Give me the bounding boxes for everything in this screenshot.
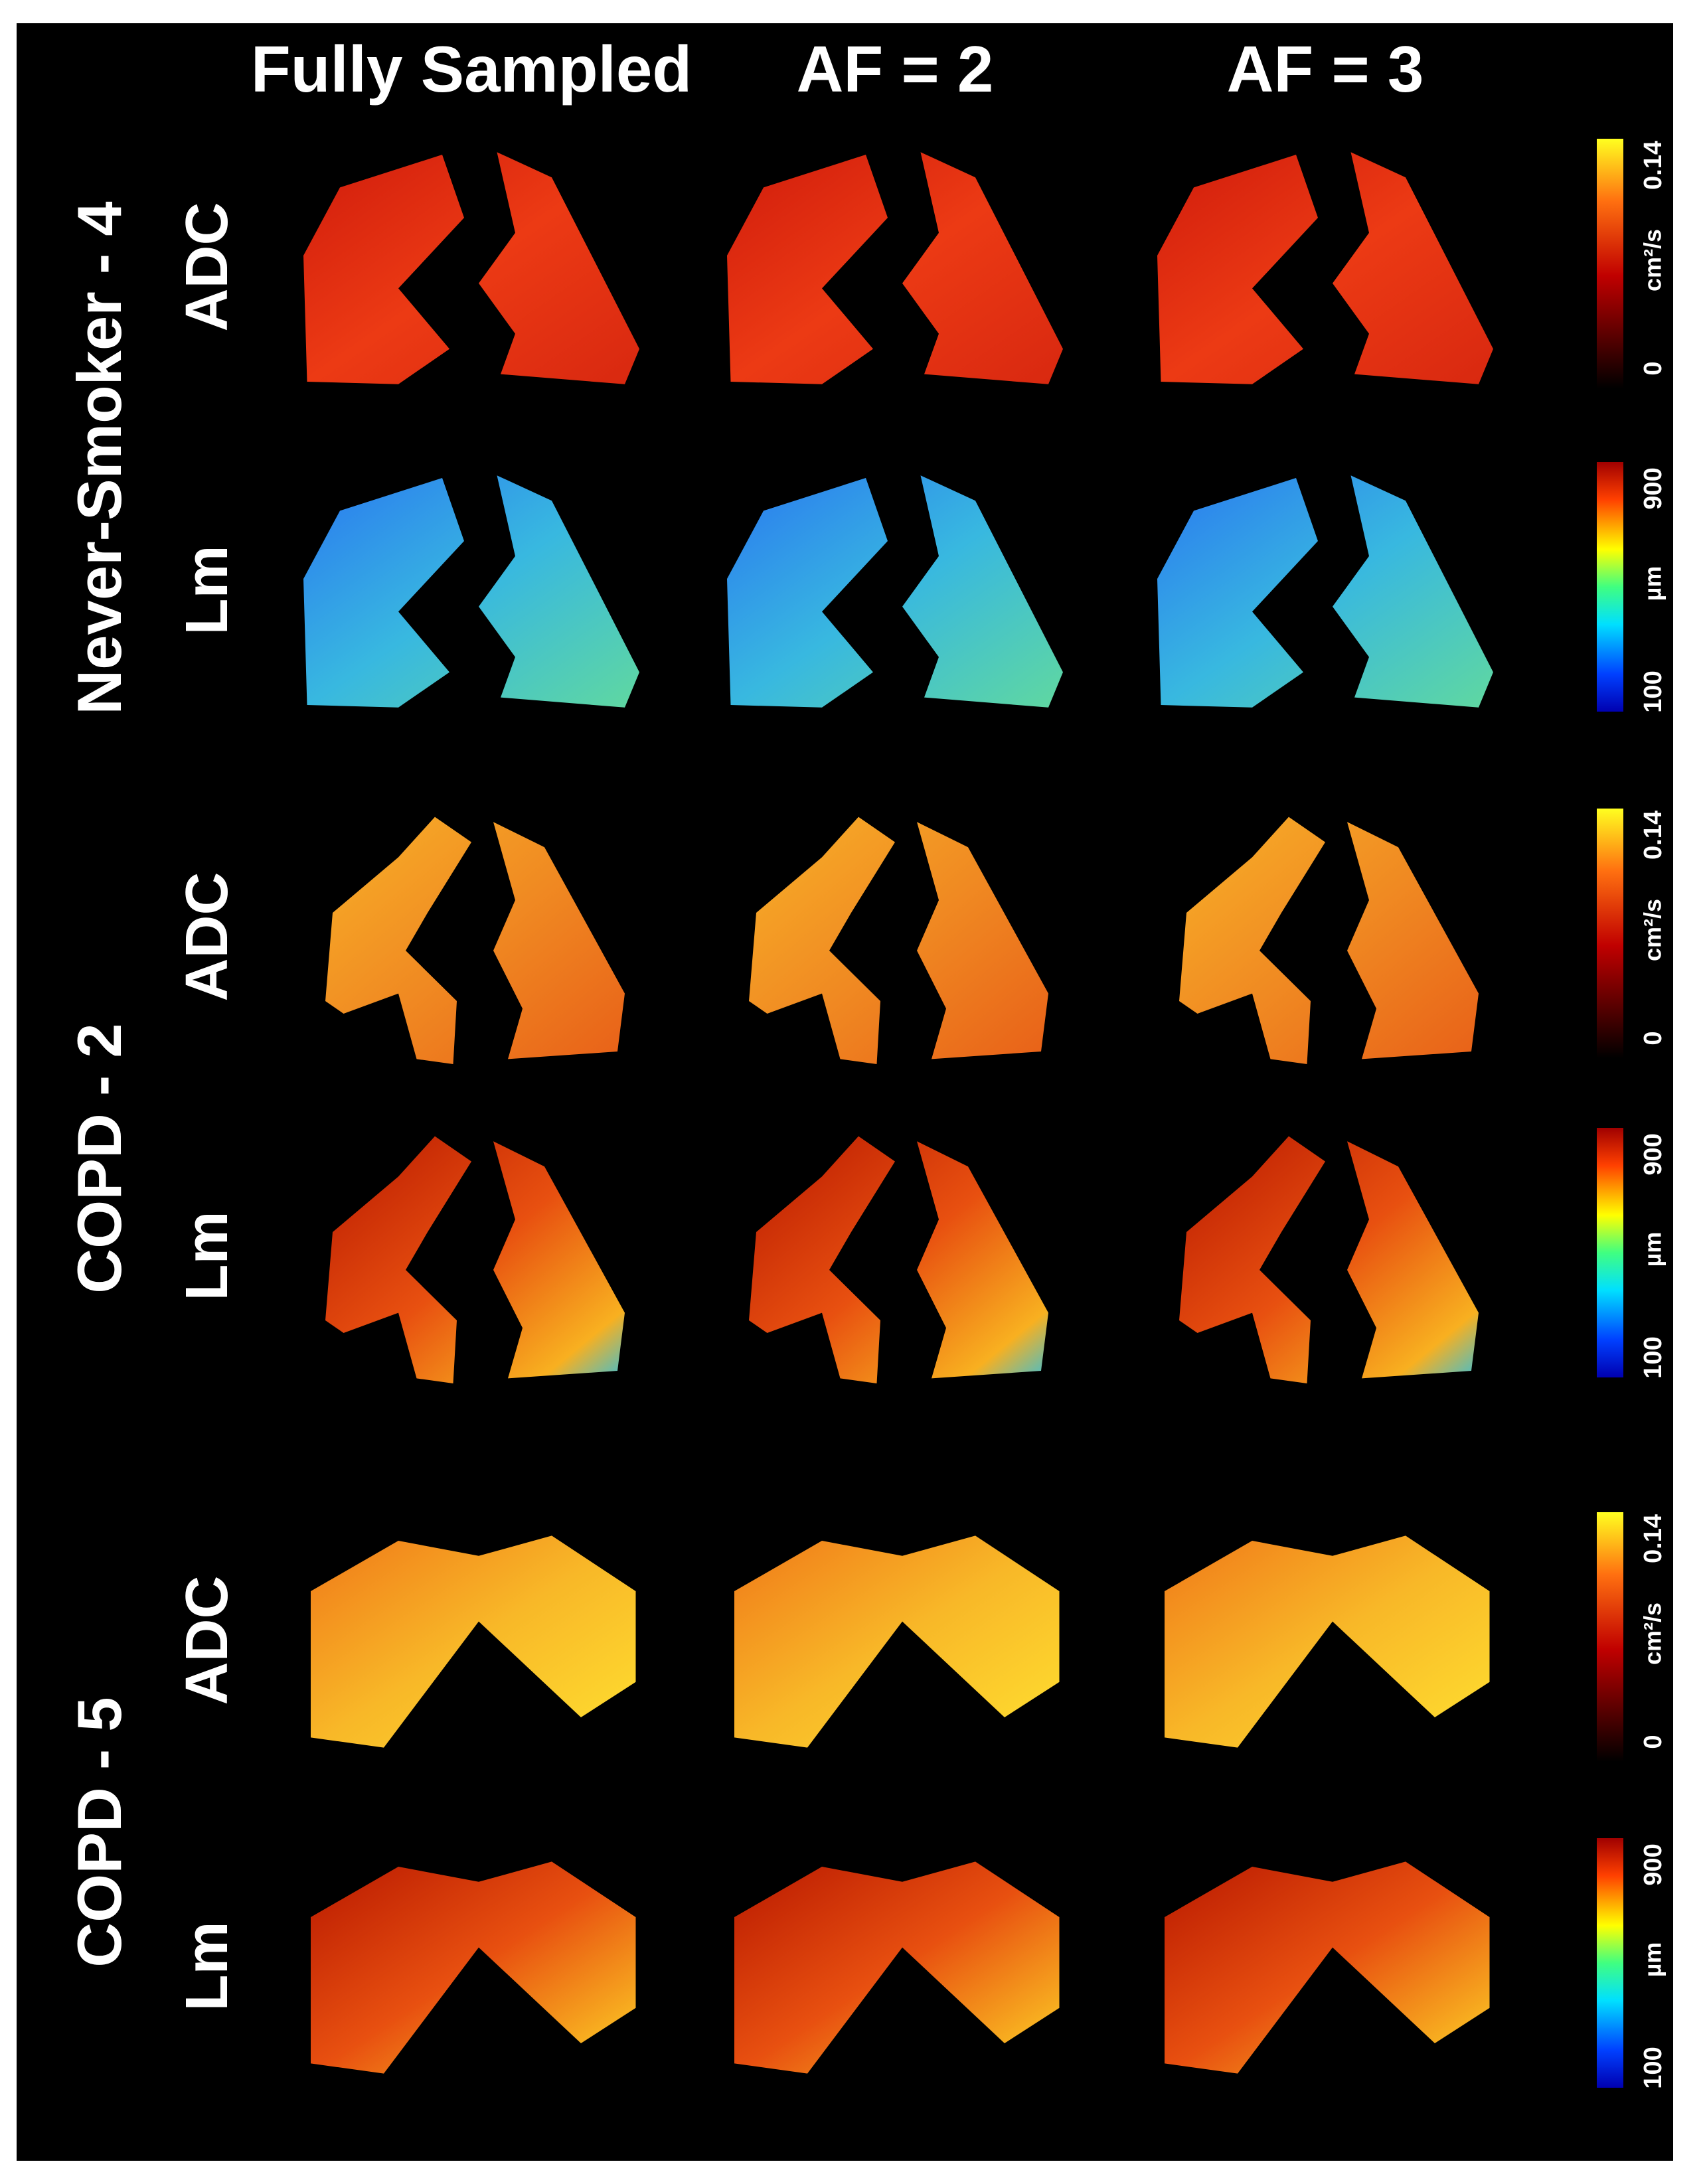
row-label: ADC [174,872,240,1002]
lung-region [1157,152,1493,384]
row-label: ADC [174,202,240,332]
lung-region [749,1136,1048,1383]
colorbar-max: 0.14 [1639,811,1667,860]
colorbar-min: 100 [1639,2047,1667,2088]
group-label: COPD - 5 [64,1697,134,1967]
lung-region [1157,475,1493,708]
group-label: COPD - 2 [64,1023,134,1293]
colorbar [1597,1838,1623,2088]
colorbar [1597,462,1623,712]
lung-region [727,152,1063,384]
lung-map [325,1136,625,1383]
lung-map [1179,817,1479,1064]
figure-background [17,23,1673,2161]
lung-region [1179,817,1479,1064]
colorbar-unit: µm [1639,1232,1666,1267]
lung-map [1165,1535,1490,1748]
lung-map [727,152,1063,384]
colorbar-unit: µm [1639,566,1666,601]
colorbar-unit: cm²/s [1639,1602,1666,1665]
column-header: Fully Sampled [251,33,692,106]
colorbar-max: 900 [1639,467,1667,509]
row-label: ADC [174,1576,240,1705]
lung-map [727,475,1063,708]
lung-map [303,475,639,708]
colorbar-max: 900 [1639,1843,1667,1885]
column-header: AF = 3 [1227,33,1424,106]
lung-map [749,817,1048,1064]
lung-map [311,1861,636,2074]
colorbar-max: 0.14 [1639,1514,1667,1563]
colorbar-unit: µm [1639,1942,1666,1978]
lung-map [325,817,625,1064]
lung-map [1157,152,1493,384]
lung-map [749,1136,1048,1383]
lung-map [303,152,639,384]
lung-region [734,1861,1060,2074]
lung-region [303,475,639,708]
colorbar [1597,1128,1623,1377]
row-label: Lm [174,546,240,635]
colorbar-min: 100 [1639,670,1667,712]
colorbar-max: 900 [1639,1133,1667,1175]
lung-map [311,1535,636,1748]
column-header: AF = 2 [797,33,994,106]
colorbar-min: 0 [1639,1031,1667,1045]
lung-region [1165,1861,1490,2074]
colorbar-unit: cm²/s [1639,899,1666,961]
row-label: Lm [174,1922,240,2011]
lung-region [1165,1535,1490,1748]
lung-region [311,1861,636,2074]
lung-map [1165,1861,1490,2074]
colorbar-min: 100 [1639,1336,1667,1378]
lung-map [1179,1136,1479,1383]
lung-region [311,1535,636,1748]
lung-region [325,1136,625,1383]
lung-region [325,817,625,1064]
colorbar [1597,809,1623,1058]
colorbar-min: 0 [1639,361,1667,375]
colorbar [1597,139,1623,388]
lung-region [734,1535,1060,1748]
lung-region [1179,1136,1479,1383]
row-label: Lm [174,1211,240,1301]
lung-map [734,1535,1060,1748]
colorbar-unit: cm²/s [1639,229,1666,291]
colorbar-min: 0 [1639,1735,1667,1749]
lung-region [749,817,1048,1064]
colorbar-max: 0.14 [1639,141,1667,190]
lung-map [734,1861,1060,2074]
lung-map [1157,475,1493,708]
lung-region [303,152,639,384]
colorbar [1597,1512,1623,1762]
lung-region [727,475,1063,708]
group-label: Never-Smoker - 4 [64,201,134,714]
